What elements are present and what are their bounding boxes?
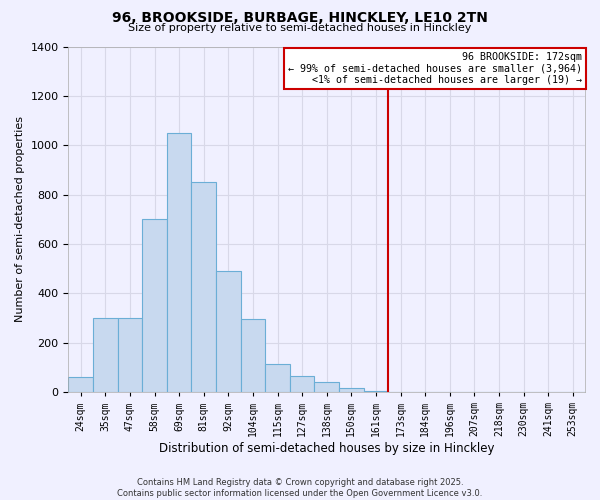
Bar bbox=[68, 378, 93, 392]
Bar bbox=[265, 364, 290, 392]
X-axis label: Distribution of semi-detached houses by size in Hinckley: Distribution of semi-detached houses by … bbox=[159, 442, 494, 455]
Text: Size of property relative to semi-detached houses in Hinckley: Size of property relative to semi-detach… bbox=[128, 23, 472, 33]
Bar bbox=[93, 318, 118, 392]
Bar bbox=[290, 376, 314, 392]
Bar bbox=[241, 320, 265, 392]
Text: 96 BROOKSIDE: 172sqm
← 99% of semi-detached houses are smaller (3,964)
<1% of se: 96 BROOKSIDE: 172sqm ← 99% of semi-detac… bbox=[289, 52, 583, 85]
Bar bbox=[118, 318, 142, 392]
Bar bbox=[364, 391, 388, 392]
Bar bbox=[142, 220, 167, 392]
Bar bbox=[216, 271, 241, 392]
Bar bbox=[191, 182, 216, 392]
Text: Contains HM Land Registry data © Crown copyright and database right 2025.
Contai: Contains HM Land Registry data © Crown c… bbox=[118, 478, 482, 498]
Y-axis label: Number of semi-detached properties: Number of semi-detached properties bbox=[15, 116, 25, 322]
Bar bbox=[339, 388, 364, 392]
Text: 96, BROOKSIDE, BURBAGE, HINCKLEY, LE10 2TN: 96, BROOKSIDE, BURBAGE, HINCKLEY, LE10 2… bbox=[112, 12, 488, 26]
Bar bbox=[314, 382, 339, 392]
Bar bbox=[167, 133, 191, 392]
